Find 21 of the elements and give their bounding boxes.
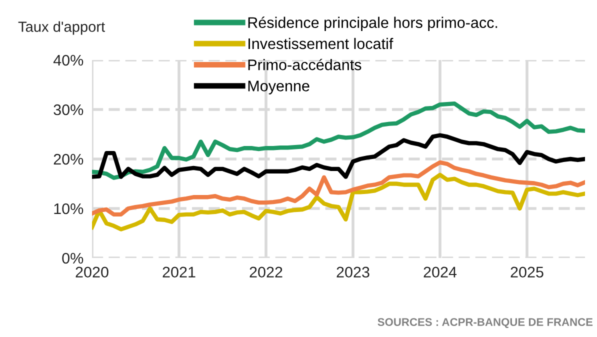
legend-label: Moyenne: [248, 80, 310, 94]
x-tick-label: 2020: [76, 266, 108, 278]
line-series: [92, 101, 585, 180]
x-tick-label: 2021: [162, 266, 196, 278]
y-tick-label: 10%: [54, 203, 84, 214]
x-tick-label: 2024: [424, 266, 457, 278]
y-tick-label: 40%: [53, 54, 84, 66]
y-tick-label: 30%: [54, 104, 84, 116]
legend-label: Résidence principale hors primo-acc.: [248, 16, 498, 32]
y-tick-label: 0%: [62, 252, 84, 264]
line-series: [92, 172, 585, 232]
line-series: [92, 160, 585, 217]
line-series: [92, 133, 585, 179]
x-tick-label: 2025: [510, 266, 544, 278]
x-tick-label: 2022: [250, 266, 282, 278]
y-tick-label: 20%: [54, 154, 84, 165]
source-note: SOURCES : ACPR-BANQUE DE FRANCE: [378, 318, 593, 328]
legend-label: Primo-accédants: [248, 58, 362, 70]
y-axis-title: Taux d'apport: [18, 21, 105, 35]
x-tick-label: 2023: [336, 266, 370, 278]
legend-label: Investissement locatif: [248, 38, 394, 50]
